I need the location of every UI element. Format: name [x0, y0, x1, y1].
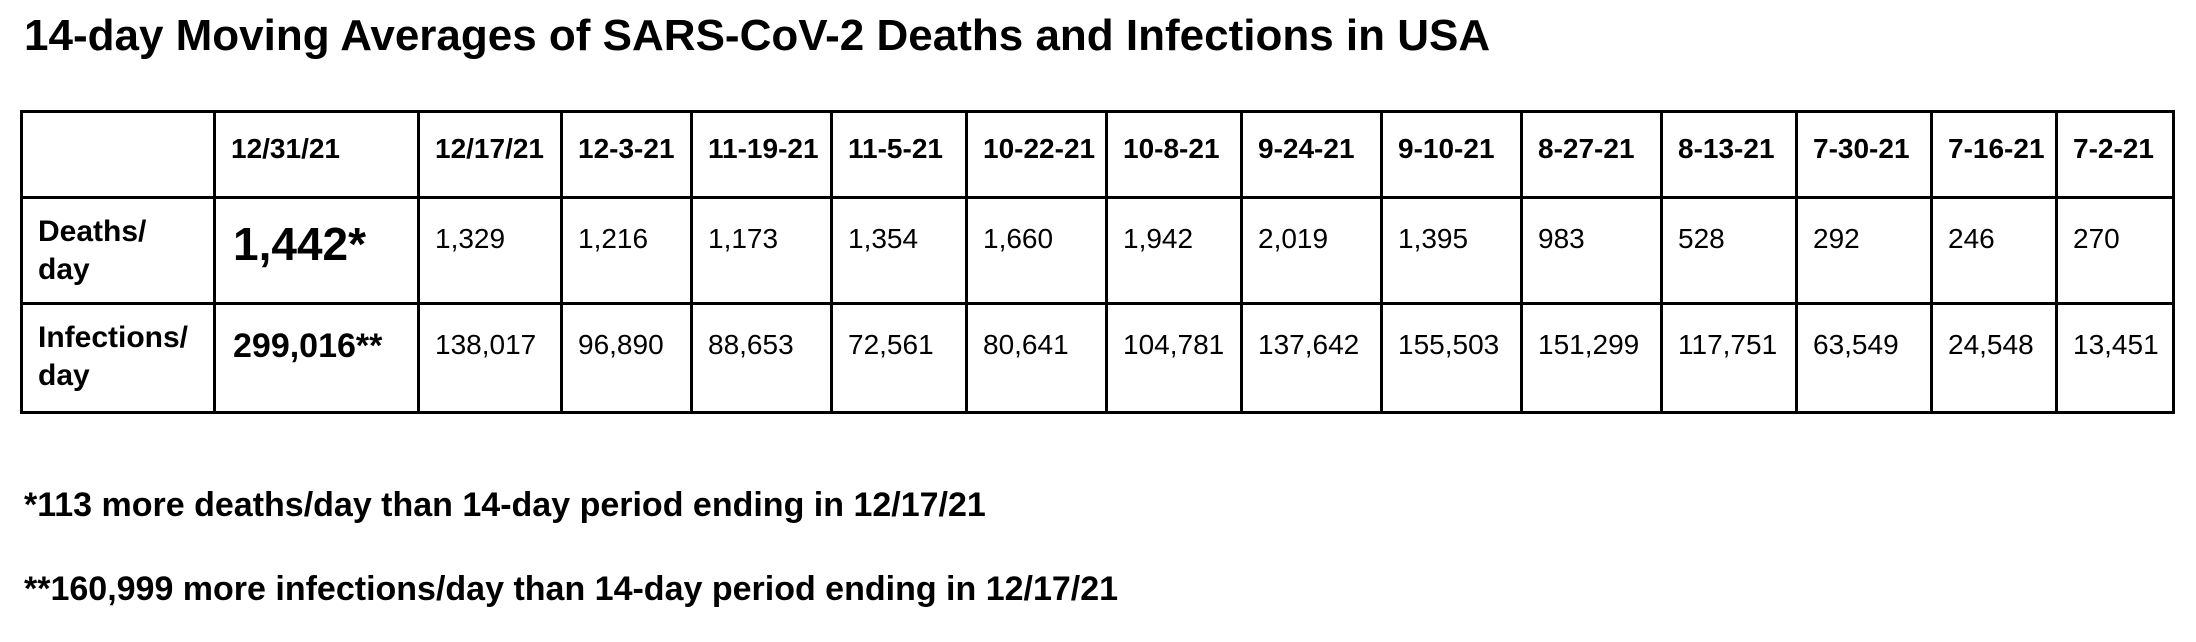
table-cell: 72,561	[830, 302, 968, 414]
table-cell: 1,660	[965, 196, 1108, 305]
column-header-8-27-21: 8-27-21	[1520, 110, 1663, 199]
corner-cell	[20, 110, 216, 199]
table-cell: 104,781	[1105, 302, 1243, 414]
row-label-line: day	[38, 358, 90, 392]
header-row: 12/31/21 12/17/21 12-3-21 11-19-21 11-5-…	[20, 110, 2175, 199]
table-cell: 96,890	[560, 302, 693, 414]
row-label-deaths: Deaths/ day	[20, 196, 216, 305]
row-label-line: Deaths/	[38, 215, 147, 248]
table-cell: 63,549	[1795, 302, 1933, 414]
moving-averages-table: 12/31/21 12/17/21 12-3-21 11-19-21 11-5-…	[20, 110, 2175, 414]
table-cell: 24,548	[1930, 302, 2058, 414]
table-cell: 1,173	[690, 196, 833, 305]
column-header-10-8-21: 10-8-21	[1105, 110, 1243, 199]
column-header-11-5-21: 11-5-21	[830, 110, 968, 199]
row-label-line: Infections/	[38, 321, 189, 354]
column-header-12-17-21: 12/17/21	[417, 110, 563, 199]
table-cell: 2,019	[1240, 196, 1383, 305]
column-header-12-3-21: 12-3-21	[560, 110, 693, 199]
table-cell: 1,395	[1380, 196, 1523, 305]
table-cell: 983	[1520, 196, 1663, 305]
column-header-9-24-21: 9-24-21	[1240, 110, 1383, 199]
table-cell: 1,216	[560, 196, 693, 305]
column-header-8-13-21: 8-13-21	[1660, 110, 1798, 199]
table-cell: 151,299	[1520, 302, 1663, 414]
current-deaths-value: 1,442*	[213, 196, 420, 305]
footnote-infections: **160,999 more infections/day than 14-da…	[24, 570, 1119, 608]
table-cell: 528	[1660, 196, 1798, 305]
table-cell: 155,503	[1380, 302, 1523, 414]
column-header-7-16-21: 7-16-21	[1930, 110, 2058, 199]
table-cell: 246	[1930, 196, 2058, 305]
table-cell: 80,641	[965, 302, 1108, 414]
table-cell: 270	[2055, 196, 2175, 305]
column-header-7-30-21: 7-30-21	[1795, 110, 1933, 199]
page-title: 14-day Moving Averages of SARS-CoV-2 Dea…	[24, 11, 1491, 60]
table-cell: 1,354	[830, 196, 968, 305]
table-cell: 1,329	[417, 196, 563, 305]
footnote-deaths: *113 more deaths/day than 14-day period …	[24, 486, 986, 524]
table-cell: 13,451	[2055, 302, 2175, 414]
table-cell: 137,642	[1240, 302, 1383, 414]
table-cell: 88,653	[690, 302, 833, 414]
column-header-7-2-21: 7-2-21	[2055, 110, 2175, 199]
current-infections-value: 299,016**	[213, 302, 420, 414]
table-cell: 117,751	[1660, 302, 1798, 414]
column-header-9-10-21: 9-10-21	[1380, 110, 1523, 199]
deaths-row: Deaths/ day 1,442* 1,329 1,216 1,173 1,3…	[20, 196, 2175, 305]
column-header-10-22-21: 10-22-21	[965, 110, 1108, 199]
table-cell: 138,017	[417, 302, 563, 414]
column-header-11-19-21: 11-19-21	[690, 110, 833, 199]
infections-row: Infections/ day 299,016** 138,017 96,890…	[20, 302, 2175, 414]
column-header-12-31-21: 12/31/21	[213, 110, 420, 199]
row-label-infections: Infections/ day	[20, 302, 216, 414]
table-cell: 292	[1795, 196, 1933, 305]
table-cell: 1,942	[1105, 196, 1243, 305]
row-label-line: day	[38, 252, 90, 286]
